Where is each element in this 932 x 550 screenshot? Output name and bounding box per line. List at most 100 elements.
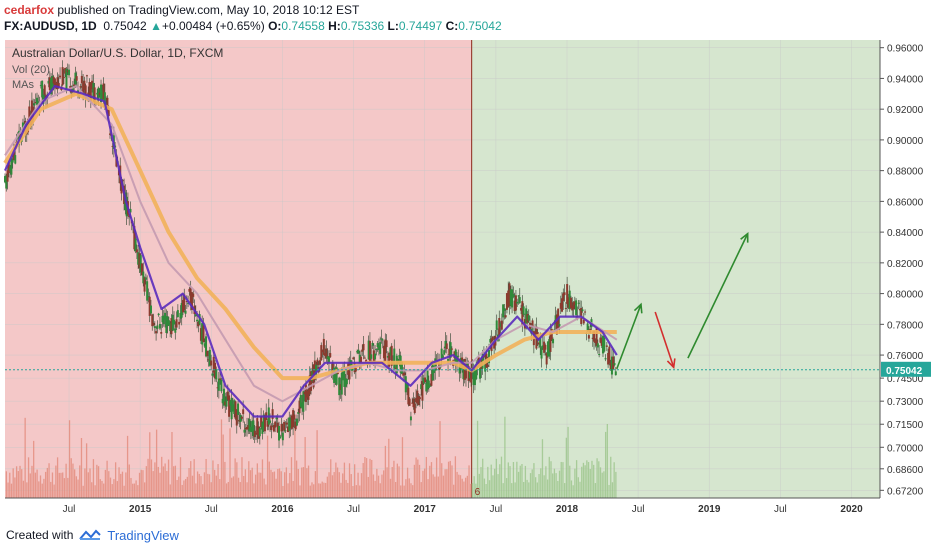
candle-body bbox=[222, 388, 225, 406]
volume-bar bbox=[70, 458, 72, 498]
volume-bar bbox=[572, 485, 574, 498]
volume-bar bbox=[183, 480, 185, 498]
bearish-zone bbox=[5, 40, 472, 498]
x-tick-label: Jul bbox=[205, 504, 218, 515]
volume-bar bbox=[603, 471, 605, 498]
x-tick-label: 2015 bbox=[129, 504, 152, 515]
candle-body bbox=[162, 315, 165, 325]
volume-bar bbox=[415, 457, 417, 498]
volume-bar bbox=[461, 478, 463, 498]
volume-bar bbox=[205, 458, 207, 498]
candle-body bbox=[572, 302, 575, 310]
volume-bar bbox=[289, 473, 291, 498]
candle-body bbox=[205, 336, 208, 357]
volume-bar bbox=[589, 469, 591, 498]
volume-bar bbox=[75, 476, 78, 498]
volume-bar bbox=[410, 483, 412, 498]
volume-bar bbox=[214, 469, 216, 498]
volume-bar bbox=[103, 483, 105, 498]
candle-body bbox=[201, 322, 204, 345]
candle-body bbox=[472, 372, 475, 385]
volume-bar bbox=[302, 467, 305, 498]
candle-body bbox=[304, 384, 307, 403]
candle-body bbox=[235, 409, 238, 426]
candle-body bbox=[103, 92, 106, 107]
volume-bar bbox=[364, 457, 366, 498]
volume-bar bbox=[422, 470, 424, 498]
volume-bar bbox=[295, 460, 298, 498]
volume-bar bbox=[56, 457, 59, 498]
volume-bar bbox=[546, 479, 549, 498]
ma-slow-line bbox=[3, 91, 617, 381]
volume-bar bbox=[371, 459, 373, 498]
candle-body bbox=[303, 391, 306, 395]
volume-bar bbox=[587, 462, 590, 498]
volume-bar bbox=[145, 466, 148, 498]
candle-body bbox=[440, 348, 443, 359]
volume-bar bbox=[109, 477, 112, 498]
candle-body bbox=[4, 176, 6, 183]
volume-bar bbox=[166, 470, 168, 498]
candle-body bbox=[251, 421, 254, 433]
candle-body bbox=[488, 350, 491, 364]
candle-body bbox=[613, 363, 616, 366]
volume-bar bbox=[27, 457, 30, 498]
volume-bar bbox=[331, 475, 334, 498]
candle-body bbox=[377, 345, 380, 350]
candle-body bbox=[607, 352, 610, 365]
volume-bar bbox=[526, 479, 528, 498]
volume-bar bbox=[10, 483, 13, 498]
candle-body bbox=[404, 376, 407, 393]
volume-bar bbox=[502, 483, 504, 498]
volume-bar bbox=[406, 467, 409, 498]
volume-bar bbox=[280, 471, 282, 498]
volume-bar bbox=[113, 479, 115, 498]
volume-bar bbox=[46, 467, 48, 498]
volume-bar bbox=[594, 483, 597, 498]
volume-bar bbox=[79, 465, 81, 498]
volume-bar bbox=[453, 484, 455, 498]
volume-bar bbox=[224, 461, 226, 498]
candle-body bbox=[398, 355, 401, 358]
volume-bar bbox=[534, 477, 537, 498]
volume-bar bbox=[511, 483, 513, 498]
tradingview-brand-link[interactable]: TradingView bbox=[107, 527, 179, 543]
candle-body bbox=[525, 308, 528, 324]
candle-body bbox=[357, 349, 360, 354]
candle-body bbox=[237, 403, 240, 415]
candle-body bbox=[344, 378, 347, 387]
candle-body bbox=[425, 383, 428, 392]
candle-body bbox=[603, 337, 606, 352]
volume-bar bbox=[593, 464, 595, 498]
volume-bar bbox=[121, 471, 124, 498]
candle-body bbox=[376, 343, 379, 348]
volume-bar bbox=[254, 474, 257, 498]
candle-body bbox=[503, 308, 506, 311]
candle-body bbox=[540, 347, 543, 359]
candle-body bbox=[424, 377, 426, 383]
volume-bar bbox=[94, 485, 96, 498]
candle-body bbox=[361, 349, 364, 352]
candle-body bbox=[549, 331, 552, 352]
chart-header: cedarfox published on TradingView.com, M… bbox=[4, 2, 924, 42]
volume-bar bbox=[514, 482, 516, 498]
volume-bar bbox=[555, 473, 557, 498]
volume-bar bbox=[599, 467, 602, 498]
volume-bar bbox=[196, 471, 199, 498]
candle-body bbox=[246, 426, 249, 430]
volume-bar bbox=[132, 483, 134, 498]
candle-body bbox=[6, 170, 9, 182]
candle-body bbox=[575, 300, 578, 316]
candle-body bbox=[362, 343, 365, 351]
volume-bar bbox=[342, 473, 344, 498]
candle-body bbox=[138, 253, 141, 269]
volume-bar bbox=[58, 472, 60, 498]
volume-bar bbox=[350, 474, 352, 498]
candle-body bbox=[493, 342, 496, 349]
volume-bar bbox=[318, 483, 320, 498]
candle-body bbox=[467, 365, 470, 381]
price-chart[interactable]: 0.96000 0.94000 0.92000 0.90000 0.88000 0.860… bbox=[0, 40, 932, 518]
candle-body bbox=[194, 314, 197, 317]
author-link[interactable]: cedarfox bbox=[4, 3, 55, 17]
volume-bar bbox=[62, 472, 64, 498]
